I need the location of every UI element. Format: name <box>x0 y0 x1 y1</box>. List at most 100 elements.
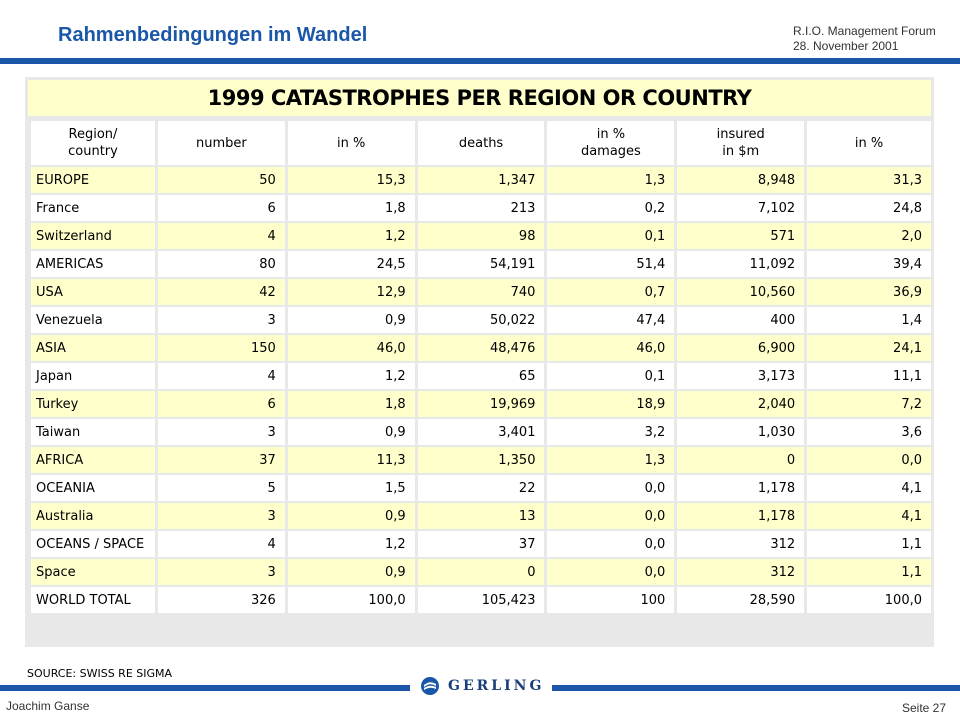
value-cell: 2,0 <box>807 223 931 249</box>
column-header-line: Region/ <box>68 127 118 142</box>
value-cell: 11,3 <box>287 447 415 473</box>
value-cell: 19,969 <box>417 391 545 417</box>
value-cell: 3 <box>157 419 285 445</box>
column-header: deaths <box>417 121 545 165</box>
value-cell: 0,1 <box>547 223 675 249</box>
value-cell: 1,8 <box>287 195 415 221</box>
value-cell: 37 <box>417 531 545 557</box>
value-cell: 100,0 <box>287 587 415 613</box>
table-row: OCEANIA 5 1,5 22 0,0 1,178 4,1 <box>31 475 931 501</box>
value-cell: 100 <box>547 587 675 613</box>
table-title: 1999 CATASTROPHES PER REGION OR COUNTRY <box>28 80 931 116</box>
author-name: Joachim Ganse <box>6 699 90 713</box>
value-cell: 11,092 <box>677 251 805 277</box>
value-cell: 0,1 <box>547 363 675 389</box>
value-cell: 7,2 <box>807 391 931 417</box>
value-cell: 3,173 <box>677 363 805 389</box>
value-cell: 15,3 <box>287 167 415 193</box>
value-cell: 8,948 <box>677 167 805 193</box>
value-cell: 3 <box>157 503 285 529</box>
value-cell: 6 <box>157 391 285 417</box>
column-header-line: country <box>68 144 118 159</box>
value-cell: 0,0 <box>547 531 675 557</box>
value-cell: 5 <box>157 475 285 501</box>
value-cell: 312 <box>677 531 805 557</box>
value-cell: 47,4 <box>547 307 675 333</box>
value-cell: 1,350 <box>417 447 545 473</box>
value-cell: 24,1 <box>807 335 931 361</box>
value-cell: 0,0 <box>547 559 675 585</box>
page-title: Rahmenbedingungen im Wandel <box>58 24 368 46</box>
column-header-line: damages <box>580 144 641 159</box>
value-cell: 1,2 <box>287 363 415 389</box>
value-cell: 36,9 <box>807 279 931 305</box>
value-cell: 3 <box>157 559 285 585</box>
region-cell: Japan <box>31 363 155 389</box>
value-cell: 150 <box>157 335 285 361</box>
column-header-line: in % <box>337 135 366 151</box>
value-cell: 4,1 <box>807 475 931 501</box>
table-row: Turkey 6 1,8 19,969 18,9 2,040 7,2 <box>31 391 931 417</box>
column-header: in % <box>287 121 415 165</box>
column-header: in % damages <box>547 121 675 165</box>
column-header-line: number <box>196 135 247 151</box>
column-header: number <box>157 121 285 165</box>
value-cell: 12,9 <box>287 279 415 305</box>
table-row: Switzerland 4 1,2 98 0,1 571 2,0 <box>31 223 931 249</box>
region-cell: Turkey <box>31 391 155 417</box>
value-cell: 3,2 <box>547 419 675 445</box>
value-cell: 1,2 <box>287 531 415 557</box>
table-row: France 6 1,8 213 0,2 7,102 24,8 <box>31 195 931 221</box>
region-cell: Switzerland <box>31 223 155 249</box>
company-name: R.I.O. Management Forum <box>793 24 936 38</box>
value-cell: 46,0 <box>287 335 415 361</box>
table-row: Space 3 0,9 0 0,0 312 1,1 <box>31 559 931 585</box>
column-header-line: insured <box>716 127 765 142</box>
column-header-line: in $m <box>722 144 760 159</box>
region-cell: AFRICA <box>31 447 155 473</box>
page-number: Seite 27 <box>902 701 947 715</box>
table-header-row: Region/country number in % deaths in % damage… <box>31 121 931 165</box>
value-cell: 50 <box>157 167 285 193</box>
region-cell: ASIA <box>31 335 155 361</box>
value-cell: 0,2 <box>547 195 675 221</box>
value-cell: 54,191 <box>417 251 545 277</box>
value-cell: 7,102 <box>677 195 805 221</box>
column-header: insured in $m <box>677 121 805 165</box>
value-cell: 13 <box>417 503 545 529</box>
table-row: Australia 3 0,9 13 0,0 1,178 4,1 <box>31 503 931 529</box>
value-cell: 1,030 <box>677 419 805 445</box>
value-cell: 48,476 <box>417 335 545 361</box>
value-cell: 24,5 <box>287 251 415 277</box>
table-row: AFRICA 37 11,3 1,350 1,3 0 0,0 <box>31 447 931 473</box>
column-header-line: in % <box>854 135 884 151</box>
value-cell: 4,1 <box>807 503 931 529</box>
value-cell: 1,1 <box>807 531 931 557</box>
column-header-line: deaths <box>458 135 504 151</box>
region-cell: OCEANIA <box>31 475 155 501</box>
value-cell: 3,6 <box>807 419 931 445</box>
value-cell: 6,900 <box>677 335 805 361</box>
region-cell: OCEANS / SPACE <box>31 531 155 557</box>
value-cell: 0,9 <box>287 559 415 585</box>
table-row: WORLD TOTAL 326 100,0 105,423 100 28,590 100,0 <box>31 587 931 613</box>
column-header-line: in % <box>596 127 626 142</box>
value-cell: 1,3 <box>547 167 675 193</box>
table-row: Venezuela 3 0,9 50,022 47,4 400 1,4 <box>31 307 931 333</box>
value-cell: 3,401 <box>417 419 545 445</box>
table-row: OCEANS / SPACE 4 1,2 37 0,0 312 1,1 <box>31 531 931 557</box>
table-row: USA 42 12,9 740 0,7 10,560 36,9 <box>31 279 931 305</box>
table-row: EUROPE 50 15,3 1,347 1,3 8,948 31,3 <box>31 167 931 193</box>
value-cell: 0,9 <box>287 307 415 333</box>
value-cell: 39,4 <box>807 251 931 277</box>
value-cell: 1,178 <box>677 503 805 529</box>
value-cell: 105,423 <box>417 587 545 613</box>
data-grid: Region/country number in % deaths in % damage… <box>28 119 934 615</box>
value-cell: 1,8 <box>287 391 415 417</box>
region-cell: Taiwan <box>31 419 155 445</box>
value-cell: 2,040 <box>677 391 805 417</box>
value-cell: 28,590 <box>677 587 805 613</box>
value-cell: 4 <box>157 363 285 389</box>
value-cell: 98 <box>417 223 545 249</box>
value-cell: 0 <box>417 559 545 585</box>
